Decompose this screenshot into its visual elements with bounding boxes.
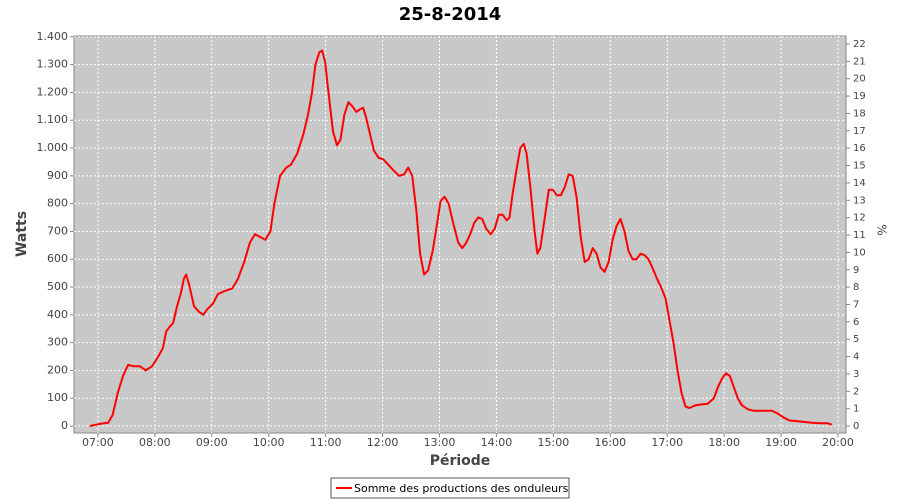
y2-axis-label: %: [875, 224, 889, 235]
y2-tick-label: 3: [853, 369, 859, 380]
series-line: [89, 49, 833, 427]
y2-tick-label: 4: [853, 352, 859, 363]
x-tick-label: 17:00: [651, 436, 683, 449]
y2-tick-label: 18: [853, 108, 866, 119]
y-tick-label: 900: [47, 169, 68, 182]
y2-tick-label: 11: [853, 230, 866, 241]
x-tick-label: 08:00: [139, 436, 171, 449]
y-tick-label: 1.400: [37, 30, 69, 43]
y2-tick-label: 13: [853, 195, 866, 206]
y2-tick-label: 2: [853, 386, 859, 397]
y-tick-label: 1.100: [37, 113, 69, 126]
y2-tick-label: 20: [853, 74, 866, 85]
y-tick-label: 0: [61, 419, 68, 432]
x-tick-label: 19:00: [765, 436, 797, 449]
y-tick-label: 1.200: [37, 85, 69, 98]
y-tick-label: 1.000: [37, 141, 69, 154]
y-tick-label: 200: [47, 363, 68, 376]
plot-area: [73, 35, 847, 434]
y-tick-label: 600: [47, 252, 68, 265]
y2-tick-label: 21: [853, 56, 866, 67]
y2-tick-label: 14: [853, 178, 866, 189]
x-tick-label: 14:00: [481, 436, 513, 449]
x-tick-label: 09:00: [196, 436, 228, 449]
y-tick-label: 300: [47, 336, 68, 349]
y2-tick-label: 5: [853, 334, 859, 345]
y-tick-label: 800: [47, 197, 68, 210]
y-tick-label: 700: [47, 224, 68, 237]
legend-label: Somme des productions des onduleurs: [354, 482, 569, 495]
x-tick-label: 15:00: [538, 436, 570, 449]
y2-tick-label: 19: [853, 91, 866, 102]
y2-tick-label: 0: [853, 421, 859, 432]
y2-tick-label: 12: [853, 213, 866, 224]
y-axis-label: Watts: [14, 211, 30, 257]
x-tick-label: 13:00: [424, 436, 456, 449]
x-tick-label: 07:00: [82, 436, 114, 449]
y-tick-label: 400: [47, 308, 68, 321]
y2-tick-label: 8: [853, 282, 859, 293]
y2-tick-label: 9: [853, 265, 859, 276]
y2-tick-label: 15: [853, 161, 866, 172]
x-tick-label: 12:00: [367, 436, 399, 449]
y2-tick-label: 7: [853, 299, 859, 310]
x-tick-label: 10:00: [253, 436, 285, 449]
y-tick-label: 100: [47, 391, 68, 404]
x-tick-label: 16:00: [594, 436, 626, 449]
y-tick-label: 1.300: [37, 58, 69, 71]
y2-tick-label: 17: [853, 126, 866, 137]
y2-tick-label: 1: [853, 404, 859, 415]
x-tick-label: 11:00: [310, 436, 342, 449]
legend: [330, 477, 570, 499]
y2-tick-label: 22: [853, 39, 866, 50]
x-tick-label: 20:00: [822, 436, 854, 449]
y2-tick-label: 16: [853, 143, 866, 154]
x-axis-label: Période: [430, 453, 491, 469]
y2-tick-label: 10: [853, 247, 866, 258]
y-tick-label: 500: [47, 280, 68, 293]
x-tick-label: 18:00: [708, 436, 740, 449]
chart-title: 25-8-2014: [399, 4, 502, 25]
y2-tick-label: 6: [853, 317, 859, 328]
